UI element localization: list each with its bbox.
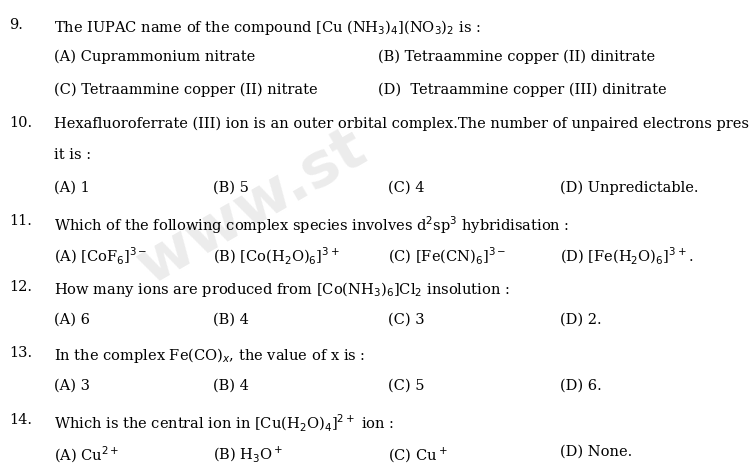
Text: it is :: it is : xyxy=(54,148,91,162)
Text: (D) 2.: (D) 2. xyxy=(560,312,602,327)
Text: (C) 3: (C) 3 xyxy=(388,312,425,327)
Text: 12.: 12. xyxy=(9,280,32,295)
Text: (D) Unpredictable.: (D) Unpredictable. xyxy=(560,180,699,194)
Text: In the complex Fe(CO)$_x$, the value of x is :: In the complex Fe(CO)$_x$, the value of … xyxy=(54,346,366,365)
Text: (A) Cu$^{2+}$: (A) Cu$^{2+}$ xyxy=(54,445,119,465)
Text: (C) [Fe(CN)$_6$]$^{3-}$: (C) [Fe(CN)$_6$]$^{3-}$ xyxy=(388,246,506,268)
Text: 9.: 9. xyxy=(9,18,23,32)
Text: 14.: 14. xyxy=(9,413,32,427)
Text: (A) [CoF$_6$]$^{3-}$: (A) [CoF$_6$]$^{3-}$ xyxy=(54,246,148,268)
Text: Hexafluoroferrate (III) ion is an outer orbital complex.The number of unpaired e: Hexafluoroferrate (III) ion is an outer … xyxy=(54,116,749,130)
Text: (A) 3: (A) 3 xyxy=(54,379,90,393)
Text: www.st: www.st xyxy=(127,118,377,297)
Text: How many ions are produced from [Co(NH$_3$)$_6$]Cl$_2$ insolution :: How many ions are produced from [Co(NH$_… xyxy=(54,280,510,299)
Text: (D)  Tetraammine copper (III) dinitrate: (D) Tetraammine copper (III) dinitrate xyxy=(378,82,667,96)
Text: (A) 1: (A) 1 xyxy=(54,180,90,194)
Text: (B) [Co(H$_2$O)$_6$]$^{3+}$: (B) [Co(H$_2$O)$_6$]$^{3+}$ xyxy=(213,246,340,268)
Text: (B) H$_3$O$^+$: (B) H$_3$O$^+$ xyxy=(213,445,284,464)
Text: (C) 5: (C) 5 xyxy=(388,379,425,393)
Text: (C) Cu$^+$: (C) Cu$^+$ xyxy=(388,445,447,464)
Text: 11.: 11. xyxy=(9,214,32,228)
Text: The IUPAC name of the compound [Cu (NH$_3$)$_4$](NO$_3$)$_2$ is :: The IUPAC name of the compound [Cu (NH$_… xyxy=(54,18,481,37)
Text: (B) 5: (B) 5 xyxy=(213,180,249,194)
Text: (B) 4: (B) 4 xyxy=(213,379,249,393)
Text: (D) [Fe(H$_2$O)$_6$]$^{3+}$.: (D) [Fe(H$_2$O)$_6$]$^{3+}$. xyxy=(560,246,694,268)
Text: (A) Cuprammonium nitrate: (A) Cuprammonium nitrate xyxy=(54,50,255,64)
Text: (D) None.: (D) None. xyxy=(560,445,632,459)
Text: Which is the central ion in [Cu(H$_2$O)$_4$]$^{2+}$ ion :: Which is the central ion in [Cu(H$_2$O)$… xyxy=(54,413,394,434)
Text: 10.: 10. xyxy=(9,116,32,130)
Text: (A) 6: (A) 6 xyxy=(54,312,90,327)
Text: (D) 6.: (D) 6. xyxy=(560,379,602,393)
Text: (C) Tetraammine copper (II) nitrate: (C) Tetraammine copper (II) nitrate xyxy=(54,82,318,96)
Text: Which of the following complex species involves d$^2$sp$^3$ hybridisation :: Which of the following complex species i… xyxy=(54,214,569,236)
Text: 13.: 13. xyxy=(9,346,32,361)
Text: (C) 4: (C) 4 xyxy=(388,180,425,194)
Text: (B) Tetraammine copper (II) dinitrate: (B) Tetraammine copper (II) dinitrate xyxy=(378,50,655,64)
Text: (B) 4: (B) 4 xyxy=(213,312,249,327)
